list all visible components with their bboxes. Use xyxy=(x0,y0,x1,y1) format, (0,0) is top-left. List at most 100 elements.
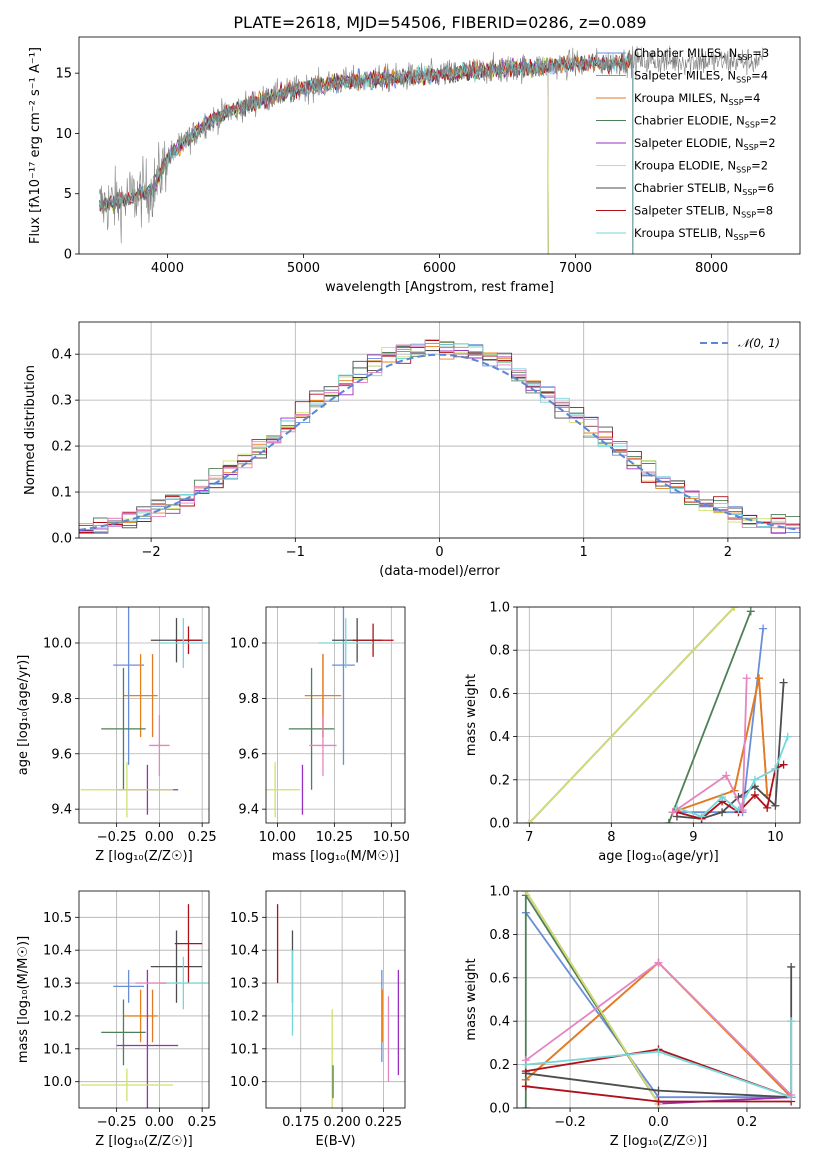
y-tick-label: 1.0 xyxy=(489,885,510,900)
errorbar-point xyxy=(101,667,146,790)
metallicity-weight-panel: −0.2 0.0 0.2 0.0 0.2 0.4 0.6 0.8 1.0 Z [log₁₀(Z/Z… xyxy=(464,885,801,1149)
x-tick-label: 7 xyxy=(525,830,533,845)
plot-area xyxy=(521,891,796,1108)
weight-line xyxy=(672,678,769,814)
y-axis-label: Flux [fλ10⁻¹⁷ erg cm⁻² s⁻¹ A⁻¹] xyxy=(28,47,43,244)
legend-label: Salpeter MILES, NSSP=4 xyxy=(634,69,768,85)
grid-group xyxy=(79,607,209,823)
x-tick-label: 10.25 xyxy=(316,830,353,845)
legend-label: Kroupa MILES, NSSP=4 xyxy=(634,91,760,107)
y-tick-label: 0 xyxy=(64,248,72,263)
errorbar-point xyxy=(174,904,203,984)
legend-subscript: SSP xyxy=(741,211,756,220)
weight-marker xyxy=(738,806,747,815)
legend-subscript: SSP xyxy=(742,188,757,197)
y-axis-label: mass [log₁₀(M/M☉)] xyxy=(16,936,31,1063)
weight-line xyxy=(672,678,769,814)
histogram-series xyxy=(79,342,800,530)
weight-series xyxy=(521,1017,796,1102)
y-tick-label: 0.8 xyxy=(489,644,510,659)
weight-marker xyxy=(730,607,739,611)
x-tick-label: 10.00 xyxy=(259,830,296,845)
x-tick-label: −0.25 xyxy=(97,830,137,845)
y-tick-label: 9.4 xyxy=(51,803,72,818)
weight-marker xyxy=(668,808,677,817)
ticks-group: −0.25 0.00 0.25 10.0 10.1 10.2 10.3 10.4 10.5 xyxy=(43,911,217,1130)
y-tick-label: 0.2 xyxy=(489,1058,510,1073)
x-tick-label: 0.0 xyxy=(648,1115,669,1130)
x-tick-label: 0.200 xyxy=(324,1115,361,1130)
y-tick-label: 0.8 xyxy=(489,928,510,943)
y-axis-label: age [log₁₀(age/yr)] xyxy=(16,655,31,776)
legend-suffix: =2 xyxy=(751,159,768,173)
x-tick-label: 6000 xyxy=(423,261,456,276)
weight-series xyxy=(525,607,739,823)
ticks-group: 0.175 0.200 0.225 10.0 10.1 10.2 10.3 10.4 10.5 xyxy=(230,911,402,1130)
weight-marker xyxy=(783,732,792,741)
legend-suffix: =6 xyxy=(757,181,774,195)
y-tick-label: 10.5 xyxy=(230,911,259,926)
mass-age-panel: 10.00 10.25 10.50 9.4 9.6 9.8 10.0 mass [log₁₀(… xyxy=(230,606,410,864)
y-tick-label: 0.2 xyxy=(51,440,72,455)
ticks-group: −0.25 0.00 0.25 9.4 9.6 9.8 10.0 xyxy=(43,637,217,846)
plot-area xyxy=(79,339,800,534)
weight-line xyxy=(676,763,785,820)
weight-marker xyxy=(787,1017,796,1026)
weight-marker xyxy=(525,819,534,823)
weight-marker xyxy=(521,1056,530,1065)
legend-suffix: =3 xyxy=(752,46,769,60)
weight-marker xyxy=(779,760,788,769)
legend-label: Salpeter ELODIE, NSSP=2 xyxy=(634,136,776,152)
x-axis-label: mass [log₁₀(M/M☉)] xyxy=(272,849,399,864)
weight-marker xyxy=(750,790,759,799)
y-tick-label: 5 xyxy=(64,187,72,202)
x-axis-label: Z [log₁₀(Z/Z☉)] xyxy=(95,849,192,864)
axes-frame xyxy=(265,606,406,824)
x-tick-label: 0.00 xyxy=(145,1115,174,1130)
weight-marker xyxy=(521,1104,530,1108)
weight-marker xyxy=(754,674,763,683)
model-spectrum-line xyxy=(99,53,634,254)
grid-group xyxy=(266,891,405,1108)
weight-marker xyxy=(718,793,727,802)
x-tick-label: 0.25 xyxy=(188,1115,217,1130)
y-axis-label: mass weight xyxy=(464,958,479,1040)
plot-area xyxy=(80,904,208,1108)
errorbar-point xyxy=(80,1068,174,1102)
weight-marker xyxy=(697,812,706,821)
legend-label: 𝒩(0, 1) xyxy=(738,336,780,350)
x-tick-label: 4000 xyxy=(151,261,184,276)
y-tick-label: 0.1 xyxy=(51,486,72,501)
y-tick-label: 10.2 xyxy=(43,1009,72,1024)
axes-frame xyxy=(516,890,801,1109)
y-tick-label: 1.0 xyxy=(489,601,510,616)
x-tick-label: 10 xyxy=(767,830,784,845)
errorbar-point xyxy=(352,623,394,657)
weight-line xyxy=(525,1021,793,1099)
x-axis-label: (data-model)/error xyxy=(379,564,500,579)
legend-subscript: SSP xyxy=(736,76,751,85)
legend-label: Chabrier STELIB, NSSP=6 xyxy=(634,181,774,197)
y-tick-label: 15 xyxy=(55,67,72,82)
y-tick-label: 0.4 xyxy=(489,1015,510,1030)
y-tick-label: 9.6 xyxy=(238,747,259,762)
errorbar-point xyxy=(309,715,337,776)
weight-series xyxy=(672,732,792,821)
weight-series xyxy=(521,1082,796,1106)
ticks-group: −2 −1 0 1 2 0.0 0.1 0.2 0.3 0.4 xyxy=(51,348,732,560)
x-axis-label: Z [log₁₀(Z/Z☉)] xyxy=(610,1134,707,1149)
weight-marker xyxy=(521,891,530,895)
model-spectrum-line xyxy=(99,53,634,254)
plot-area xyxy=(525,607,792,823)
weight-marker xyxy=(759,624,768,633)
histogram-series xyxy=(79,339,800,532)
legend-label: Salpeter STELIB, NSSP=8 xyxy=(634,204,773,220)
y-tick-label: 9.8 xyxy=(238,692,259,707)
y-tick-label: 10.0 xyxy=(230,637,259,652)
weight-marker xyxy=(718,808,727,817)
axes-frame xyxy=(265,890,406,1109)
model-spectrum-line xyxy=(99,54,634,254)
legend-suffix: =4 xyxy=(751,69,768,83)
legend-subscript: SSP xyxy=(736,166,751,175)
